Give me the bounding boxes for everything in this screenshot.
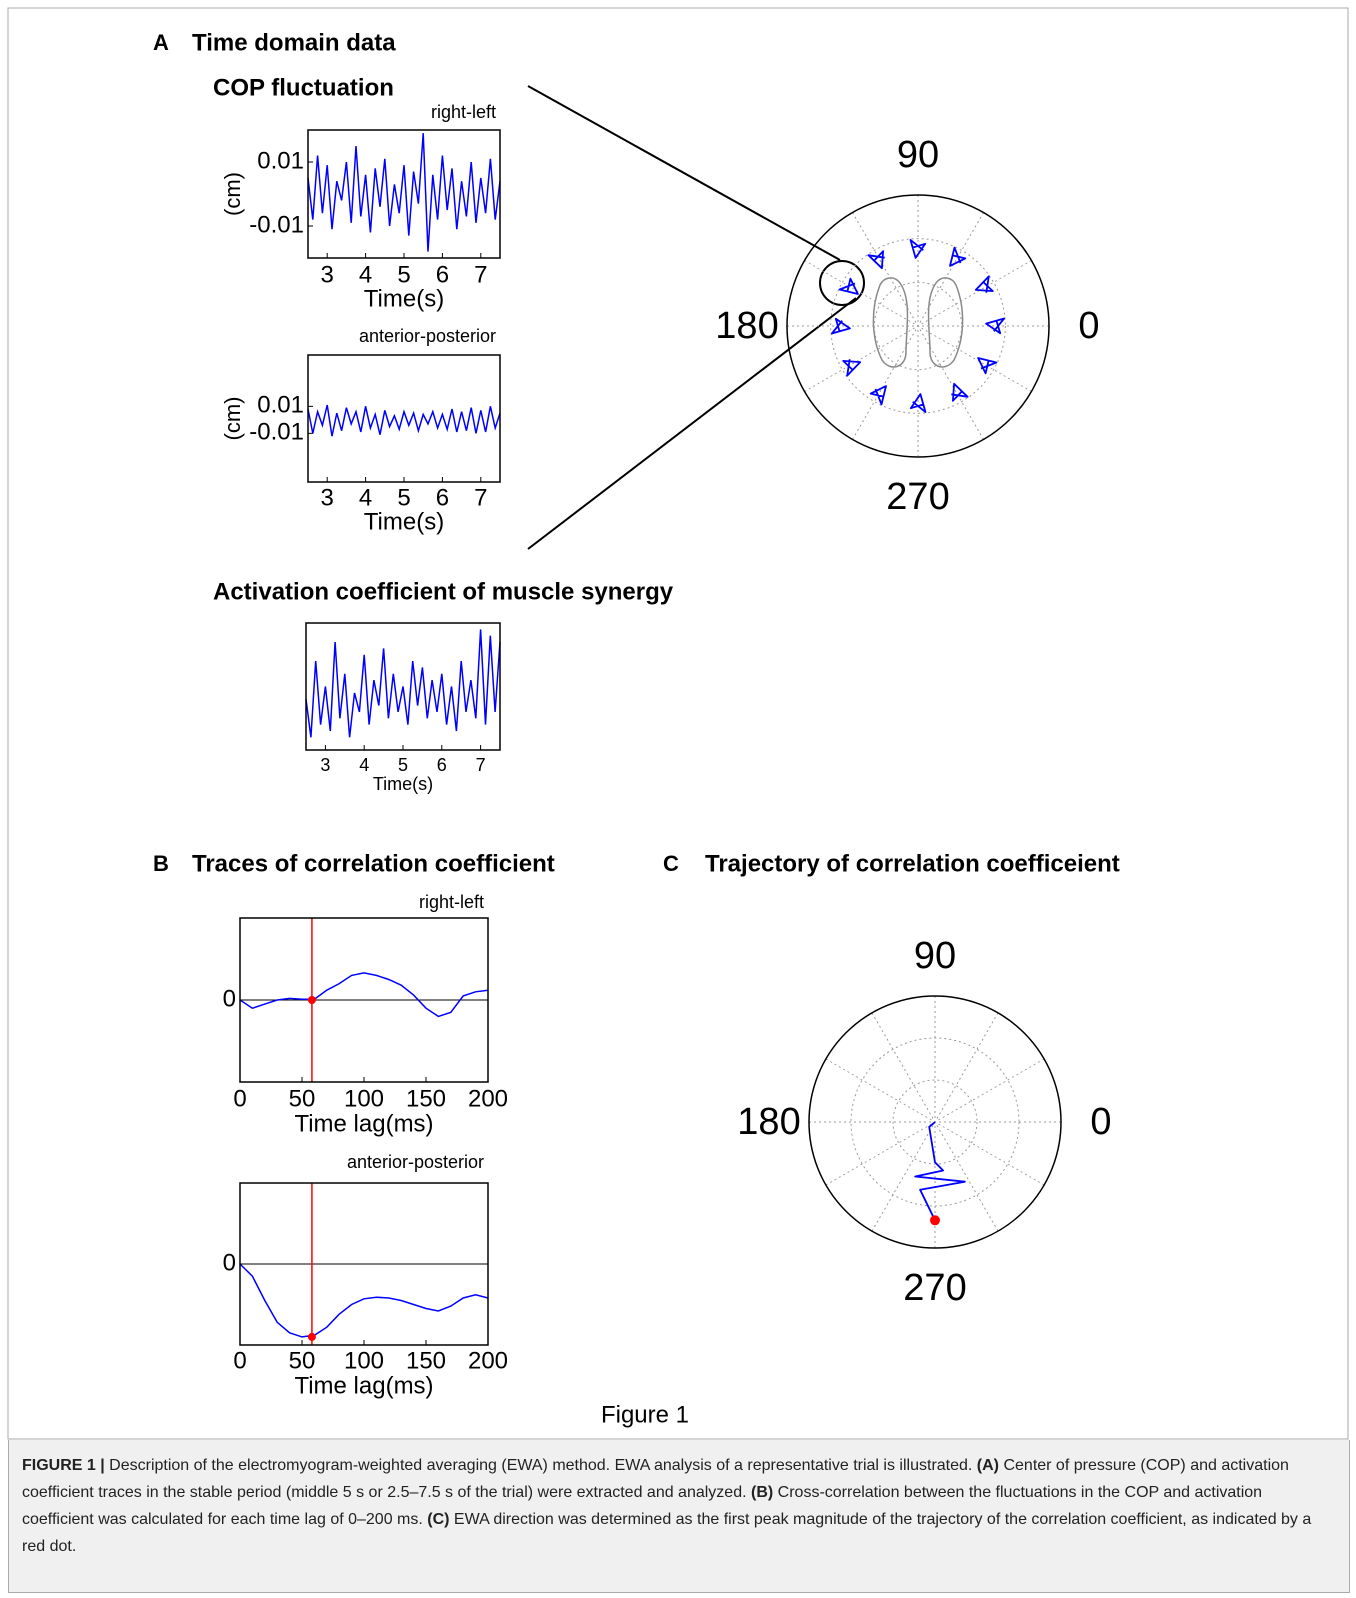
x-tick-label: 150 [406, 1347, 446, 1374]
trace [307, 133, 501, 252]
x-tick-label: 200 [468, 1347, 508, 1374]
x-tick-label: 4 [359, 484, 372, 511]
x-tick-label: 6 [436, 484, 449, 511]
peak-dot [307, 996, 316, 1004]
panel-title: Trajectory of correlation coefficeient [705, 850, 1120, 877]
x-tick-label: 3 [321, 484, 334, 511]
caption-text: EWA direction was determined as the firs… [22, 1511, 1312, 1555]
x-tick-label: 6 [437, 755, 447, 775]
x-tick-label: 150 [406, 1085, 446, 1112]
theta-tick-label: 180 [737, 1101, 800, 1143]
x-tick-label: 4 [359, 261, 372, 288]
x-tick-label: 7 [474, 484, 487, 511]
x-tick-label: 50 [289, 1085, 316, 1112]
x-axis-label: Time(s) [373, 774, 433, 794]
plot-frame [307, 354, 501, 483]
x-tick-label: 4 [359, 755, 369, 775]
panel-title: Traces of correlation coefficient [192, 850, 555, 877]
feet [872, 277, 964, 368]
polar-frame [808, 995, 1062, 1249]
trace [307, 404, 501, 437]
x-tick-label: 0 [233, 1347, 246, 1374]
trajectory [831, 239, 1005, 413]
y-tick-label: 0.01 [257, 147, 304, 174]
trace [239, 972, 489, 1018]
theta-tick-label: 0 [1090, 1101, 1111, 1143]
caption-text: Cross-correlation between the fluctuatio… [22, 1484, 1263, 1528]
caption-text: Description of the electromyogram-weight… [104, 1457, 977, 1474]
panel-letter: B [153, 851, 169, 876]
y-tick-label: -0.01 [249, 211, 304, 238]
section-title: COP fluctuation [213, 74, 394, 101]
y-tick-label: 0 [223, 1249, 236, 1276]
chart-title: anterior-posterior [359, 326, 496, 346]
y-axis-label: (cm) [220, 172, 245, 216]
x-tick-label: 5 [398, 755, 408, 775]
y-tick-label: -0.01 [249, 419, 304, 446]
zoom-line [527, 85, 841, 261]
caption-label: FIGURE 1 | [22, 1457, 105, 1474]
figure: A Time domain data COP fluctuation Activ… [7, 7, 1349, 1440]
trace [239, 1263, 489, 1338]
zoom-circle [819, 260, 865, 306]
theta-tick-label: 270 [903, 1267, 966, 1309]
chart-title: right-left [431, 102, 496, 122]
x-axis-label: Time(s) [364, 285, 444, 312]
x-axis-label: Time lag(ms) [294, 1372, 433, 1399]
x-tick-label: 100 [344, 1347, 384, 1374]
section-title: Activation coefficient of muscle synergy [213, 578, 674, 605]
x-tick-label: 7 [474, 261, 487, 288]
x-axis-label: Time(s) [364, 508, 444, 535]
caption-ref: (C) [427, 1511, 450, 1528]
theta-tick-label: 0 [1078, 305, 1099, 347]
caption: FIGURE 1 | Description of the electromyo… [8, 1440, 1350, 1593]
polar-ring [892, 1079, 978, 1165]
trajectory [914, 1121, 966, 1221]
x-tick-label: 3 [321, 261, 334, 288]
figure-label: Figure 1 [601, 1401, 689, 1428]
x-tick-label: 200 [468, 1085, 508, 1112]
polar-ring [873, 281, 963, 371]
trace [305, 629, 501, 738]
x-tick-label: 7 [476, 755, 486, 775]
theta-tick-label: 90 [914, 935, 956, 977]
zoom-line [527, 297, 857, 550]
caption-ref: (B) [751, 1484, 774, 1501]
caption-text: Center of pressure (COP) and activation … [22, 1457, 1289, 1501]
x-axis-label: Time lag(ms) [294, 1110, 433, 1137]
polar-frame [786, 194, 1050, 458]
y-tick-label: 0.01 [257, 392, 304, 419]
x-tick-label: 0 [233, 1085, 246, 1112]
peak-dot [307, 1332, 316, 1341]
polar-spoke [804, 260, 1032, 392]
x-tick-label: 50 [289, 1347, 316, 1374]
x-tick-label: 6 [436, 261, 449, 288]
peak-dot [930, 1215, 940, 1226]
chart-title: anterior-posterior [347, 1152, 484, 1172]
frame [7, 7, 1349, 1440]
theta-tick-label: 90 [897, 134, 939, 176]
polar-ring [830, 238, 1006, 414]
panel-letter: A [153, 30, 169, 55]
y-axis-label: (cm) [220, 397, 245, 441]
x-tick-label: 5 [397, 261, 410, 288]
panel-title: Time domain data [192, 29, 396, 56]
chart-title: right-left [419, 892, 484, 912]
theta-tick-label: 270 [886, 476, 949, 518]
theta-tick-label: 180 [715, 305, 778, 347]
panel-letter: C [663, 851, 679, 876]
y-tick-label: 0 [223, 985, 236, 1012]
x-tick-label: 5 [397, 484, 410, 511]
plot-frame [307, 129, 501, 259]
caption-ref: (A) [976, 1457, 1000, 1474]
x-tick-label: 100 [344, 1085, 384, 1112]
x-tick-label: 3 [320, 755, 330, 775]
